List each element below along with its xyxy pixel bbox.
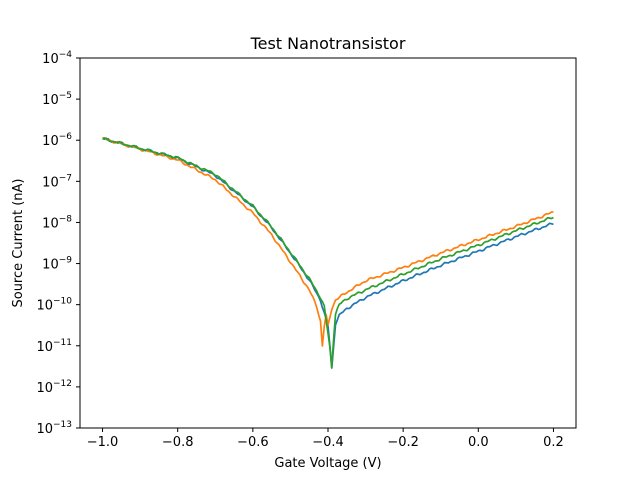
y-tick-exponent: −8: [59, 214, 73, 224]
y-tick-base: 10: [42, 52, 59, 67]
y-tick-label: 10−4: [42, 50, 72, 67]
series-layer: [102, 136, 554, 369]
y-tick-base: 10: [42, 216, 59, 231]
y-tick-exponent: −13: [53, 420, 72, 430]
y-tick-exponent: −6: [59, 132, 73, 142]
y-tick-base: 10: [36, 299, 53, 314]
y-tick-base: 10: [36, 340, 53, 355]
y-tick-exponent: −11: [53, 338, 72, 348]
y-tick-label: 10−12: [36, 379, 72, 396]
y-tick-exponent: −4: [59, 50, 73, 60]
y-tick-label: 10−9: [42, 256, 72, 273]
y-tick-base: 10: [42, 93, 59, 108]
x-tick-label: 0.0: [468, 435, 489, 450]
y-tick-label: 10−11: [36, 338, 72, 355]
y-tick-base: 10: [42, 258, 59, 273]
y-tick-label: 10−13: [36, 420, 72, 437]
y-tick-label: 10−6: [42, 132, 72, 149]
x-axis: −1.0 −0.8 −0.6 −0.4 −0.2 0.0 0.2: [87, 428, 564, 450]
x-tick-label: −0.8: [162, 435, 194, 450]
y-tick-label: 10−7: [42, 173, 72, 190]
y-tick-label: 10−8: [42, 214, 72, 231]
x-tick-label: 0.2: [543, 435, 564, 450]
y-tick-base: 10: [42, 175, 59, 190]
y-tick-exponent: −9: [59, 256, 73, 266]
y-tick-label: 10−10: [36, 297, 72, 314]
series-line-3: [102, 137, 554, 369]
y-axis-label: Source Current (nA): [11, 178, 26, 307]
y-tick-exponent: −5: [59, 91, 72, 101]
x-axis-label: Gate Voltage (V): [274, 456, 381, 471]
y-axis: 10−410−510−610−710−810−910−1010−1110−121…: [36, 50, 80, 437]
x-tick-label: −0.2: [387, 435, 419, 450]
y-tick-exponent: −10: [53, 297, 72, 307]
y-tick-base: 10: [36, 381, 53, 396]
y-tick-base: 10: [36, 422, 53, 437]
x-tick-label: −0.6: [237, 435, 269, 450]
y-tick-base: 10: [42, 134, 59, 149]
x-tick-label: −1.0: [87, 435, 119, 450]
chart-title: Test Nanotransistor: [250, 34, 406, 53]
x-tick-label: −0.4: [312, 435, 344, 450]
y-tick-label: 10−5: [42, 91, 72, 108]
y-tick-exponent: −7: [59, 173, 72, 183]
y-tick-exponent: −12: [53, 379, 72, 389]
series-line-2: [102, 136, 554, 347]
